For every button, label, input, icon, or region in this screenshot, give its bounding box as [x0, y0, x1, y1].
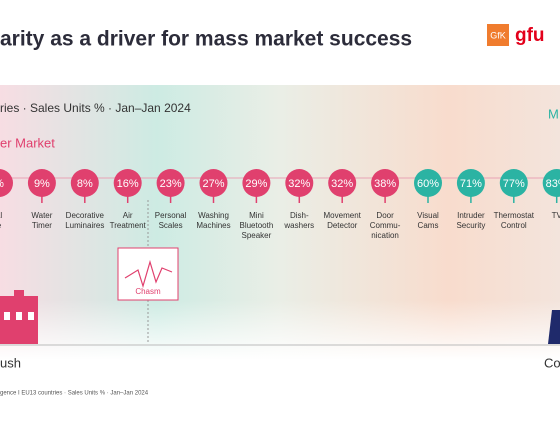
gfu-logo: gfu — [515, 25, 545, 46]
pin-value: % — [0, 178, 4, 190]
chasm-box — [117, 247, 179, 301]
item-label: Timer — [32, 221, 52, 230]
gfk-logo — [487, 24, 509, 46]
subtitle: ries · Sales Units % · Jan–Jan 2024 — [0, 101, 191, 115]
item-label: Cams — [418, 221, 439, 230]
left-label: er Market — [0, 135, 55, 150]
item-label: Intruder — [457, 211, 485, 220]
pin-value: 60% — [417, 178, 439, 190]
pin-value: 29% — [245, 178, 267, 190]
pin-circle — [456, 169, 485, 197]
pin-circle — [156, 169, 185, 197]
item-label: Control — [501, 221, 527, 230]
item-label: washers — [283, 221, 314, 230]
item-label: Detector — [327, 221, 358, 230]
pin-value: 23% — [160, 178, 182, 190]
item-label: Treatment — [110, 221, 147, 230]
item-label: Thermostat — [494, 211, 535, 220]
item-label: al — [0, 211, 2, 220]
item-label: Movement — [324, 211, 362, 220]
bottom-right-label: Co — [544, 355, 560, 370]
pin-value: 83% — [546, 178, 560, 190]
item-label: Decorative — [66, 211, 105, 220]
pin-value: 9% — [34, 178, 50, 190]
pin-circle — [285, 169, 314, 197]
pin-value: 16% — [117, 178, 139, 190]
pin-circle — [113, 169, 142, 197]
item-label: Door — [376, 211, 394, 220]
pin-circle — [328, 169, 357, 197]
pin-value: 8% — [77, 178, 93, 190]
pin-circle — [242, 169, 271, 197]
item-label: Dish- — [290, 211, 309, 220]
pin-circle — [499, 169, 528, 197]
pin-circle — [199, 169, 228, 197]
item-label: Visual — [417, 211, 439, 220]
chasm-icon — [124, 259, 173, 289]
pin-circle — [371, 169, 400, 197]
item-label: Security — [456, 221, 485, 230]
building-icon — [0, 290, 38, 344]
item-label: Air — [123, 211, 133, 220]
fade — [0, 300, 560, 360]
right-label: M — [548, 106, 559, 121]
right-icon — [548, 310, 560, 344]
item-label: Mini — [249, 211, 264, 220]
item-label: nication — [371, 231, 399, 240]
item-label: Personal — [155, 211, 187, 220]
pin-value: 32% — [288, 178, 310, 190]
item-label: Commu- — [370, 221, 401, 230]
pin-value: 71% — [460, 178, 482, 190]
pin-circle — [542, 169, 560, 197]
bottom-left-label: ush — [0, 355, 21, 370]
chasm-label: Chasm — [135, 287, 161, 296]
pin-value: 32% — [331, 178, 353, 190]
pin-value: 77% — [503, 178, 525, 190]
title: arity as a driver for mass market succes… — [0, 28, 412, 51]
item-label: Washing — [198, 211, 229, 220]
pin-value: 27% — [202, 178, 224, 190]
footer: gence I EU13 countries · Sales Units % ·… — [0, 391, 149, 397]
pin-circle — [414, 169, 442, 197]
item-label: Water — [31, 211, 52, 220]
pin-circle — [27, 169, 56, 197]
item-label: Speaker — [242, 231, 272, 240]
item-label: e — [0, 221, 2, 230]
gfk-text: GfK — [490, 30, 506, 40]
item-label: Luminaires — [65, 221, 104, 230]
item-label: Scales — [159, 221, 183, 230]
pin-circle — [0, 169, 13, 197]
item-label: Machines — [196, 221, 230, 230]
item-label: TV — [552, 211, 560, 220]
pin-value: 38% — [374, 178, 396, 190]
item-label: Bluetooth — [239, 221, 273, 230]
pin-circle — [70, 169, 99, 197]
